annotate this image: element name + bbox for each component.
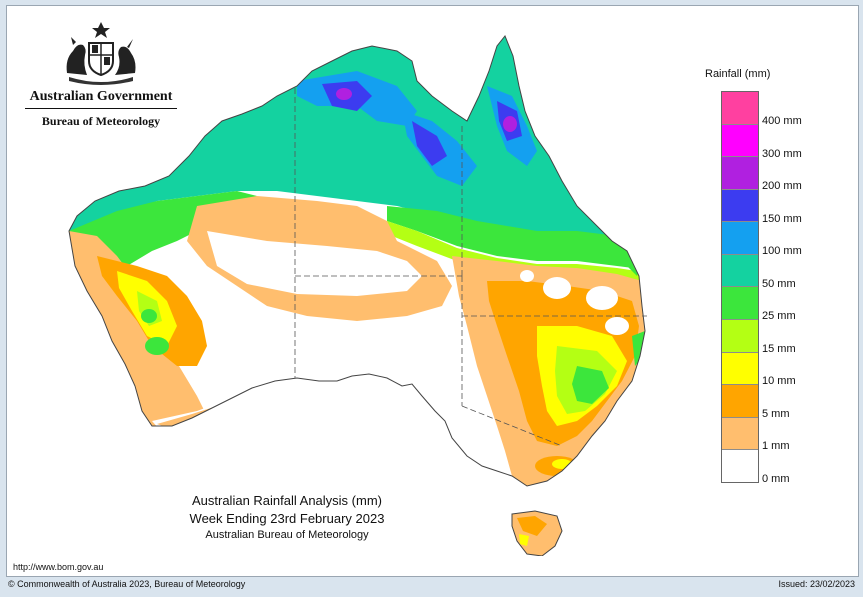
logo-divider <box>25 108 177 109</box>
coat-of-arms-icon <box>66 22 136 85</box>
legend-label: 0 mm <box>762 472 790 485</box>
legend-label: 300 mm <box>762 147 802 160</box>
rainfall-map <box>68 35 647 556</box>
legend-label: 100 mm <box>762 245 802 258</box>
legend-label: 25 mm <box>762 310 796 323</box>
map-caption: Australian Rainfall Analysis (mm) Week E… <box>147 492 427 543</box>
legend-swatch <box>722 450 758 482</box>
legend-label: 200 mm <box>762 180 802 193</box>
legend-swatch <box>722 352 758 386</box>
caption-title: Australian Rainfall Analysis (mm) <box>191 493 382 508</box>
legend-color-bar <box>721 91 759 483</box>
legend-label: 5 mm <box>762 407 790 420</box>
legend-swatch <box>722 320 758 353</box>
legend-swatch <box>722 92 758 125</box>
legend-swatch <box>722 124 758 158</box>
legend-label: 150 mm <box>762 212 802 225</box>
legend-swatch <box>722 189 758 223</box>
issued-date: Issued: 23/02/2023 <box>778 579 855 589</box>
legend-swatch <box>722 417 758 451</box>
map-frame: Australian Government Bureau of Meteorol… <box>6 5 859 577</box>
government-logo: Australian Government Bureau of Meteorol… <box>25 21 177 131</box>
legend-swatch <box>722 287 758 321</box>
legend-swatch <box>722 157 758 190</box>
legend-label: 10 mm <box>762 375 796 388</box>
legend-swatch <box>722 385 758 418</box>
legend-label: 15 mm <box>762 342 796 355</box>
legend-swatch <box>722 254 758 288</box>
legend-label: 50 mm <box>762 277 796 290</box>
legend-title: Rainfall (mm) <box>705 68 771 80</box>
government-name: Australian Government <box>29 89 173 104</box>
legend-label: 1 mm <box>762 440 790 453</box>
caption-week: Week Ending 23rd February 2023 <box>189 511 385 526</box>
legend-swatch <box>722 222 758 255</box>
caption-source: Australian Bureau of Meteorology <box>205 529 369 541</box>
website-link[interactable]: http://www.bom.gov.au <box>13 562 104 572</box>
bureau-name: Bureau of Meteorology <box>41 114 161 128</box>
legend-label: 400 mm <box>762 115 802 128</box>
copyright-text: © Commonwealth of Australia 2023, Bureau… <box>8 579 246 589</box>
